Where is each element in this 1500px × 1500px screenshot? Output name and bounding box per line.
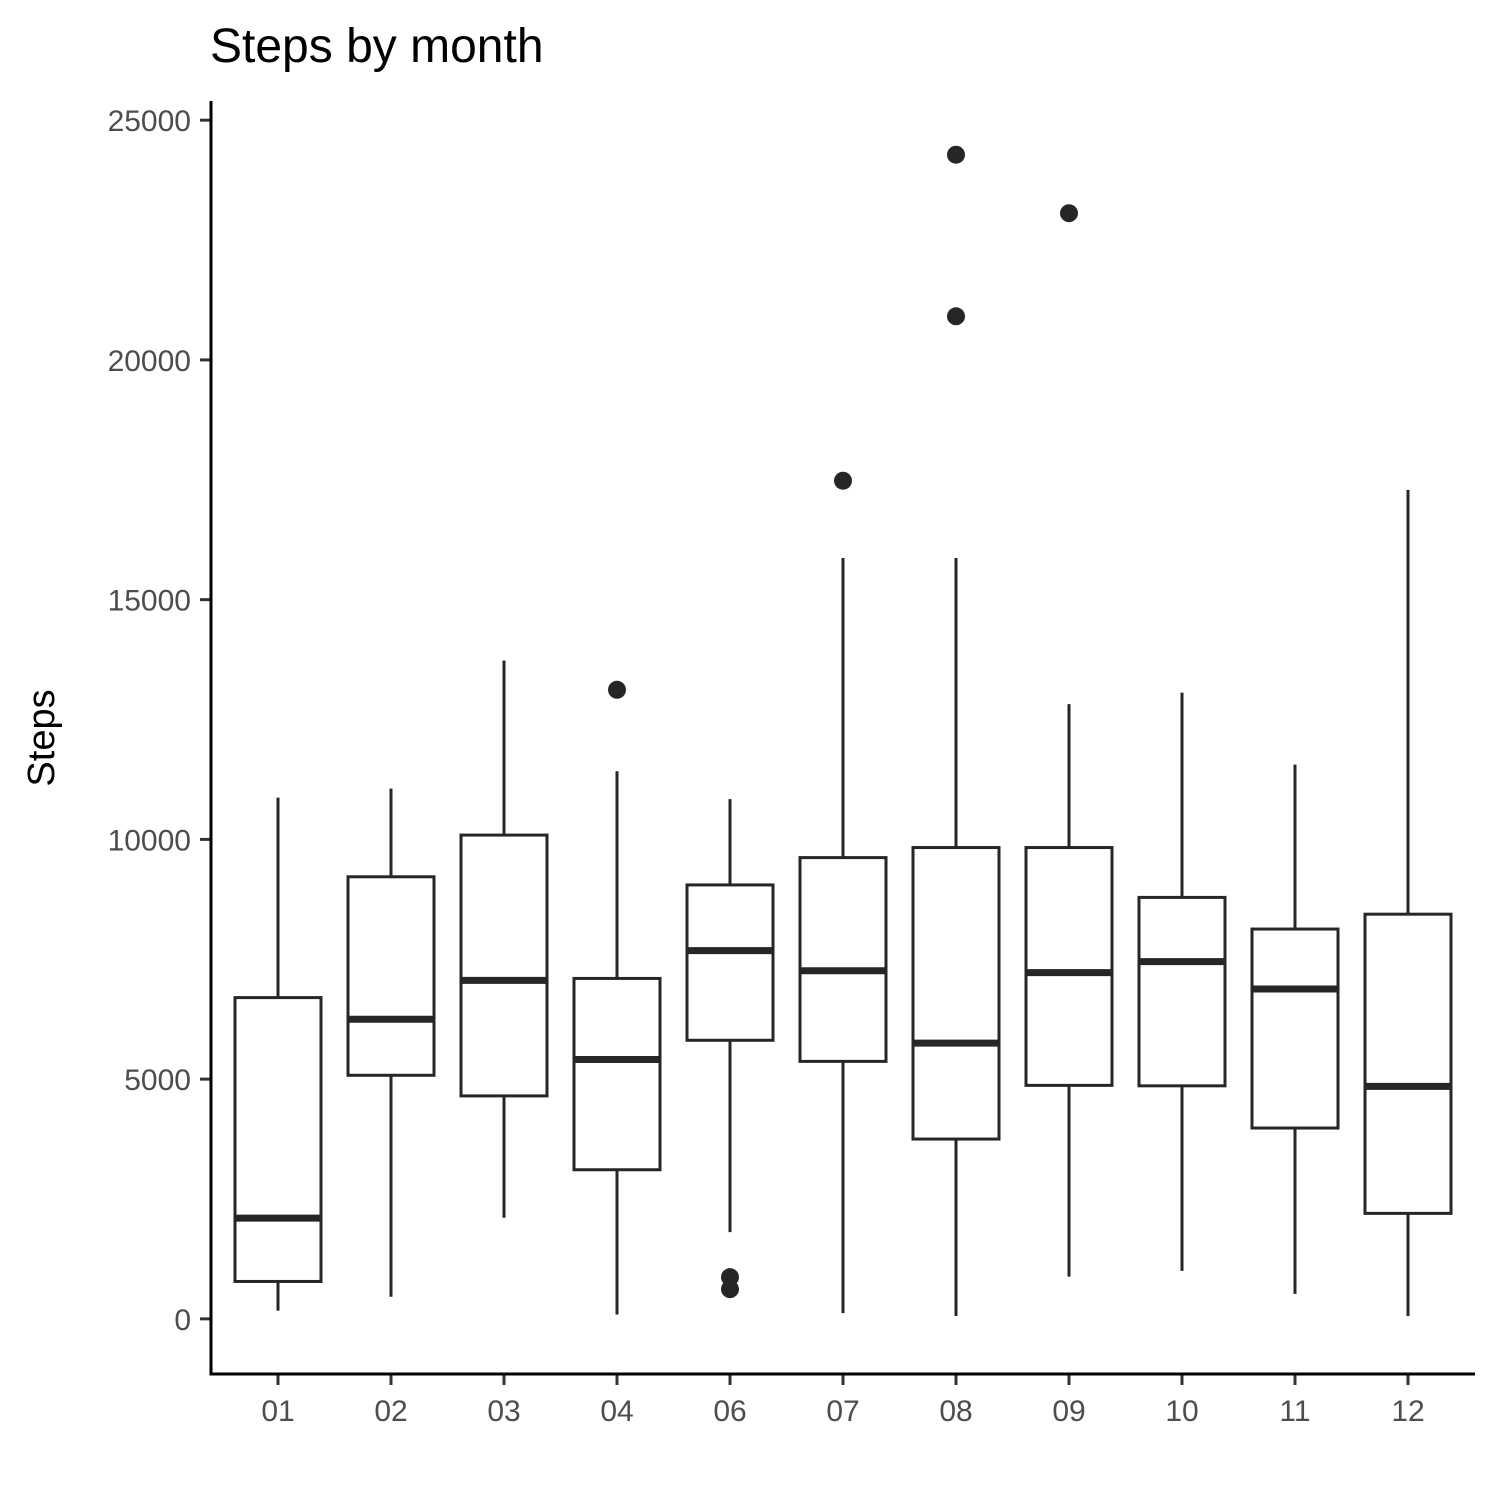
x-tick-label: 10 xyxy=(1165,1395,1198,1428)
iqr-box xyxy=(233,996,323,1283)
iqr-box xyxy=(1024,846,1114,1087)
box-09 xyxy=(1024,204,1114,1277)
y-tick-label: 10000 xyxy=(108,824,191,857)
iqr-box xyxy=(1137,895,1227,1088)
x-tick-label: 12 xyxy=(1391,1395,1424,1428)
box-series xyxy=(233,145,1453,1316)
box-01 xyxy=(233,797,323,1311)
x-tick-label: 09 xyxy=(1052,1395,1085,1428)
box-12 xyxy=(1363,489,1453,1316)
y-tick-label: 0 xyxy=(174,1304,191,1337)
y-tick-label: 25000 xyxy=(108,105,191,138)
iqr-box xyxy=(798,856,888,1063)
y-axis-ticks: 0 5000 10000 15000 20000 25000 xyxy=(108,105,211,1337)
iqr-box xyxy=(911,846,1001,1141)
box-02 xyxy=(346,788,436,1297)
outlier-point xyxy=(608,680,626,699)
iqr-box xyxy=(459,833,549,1098)
x-tick-label: 08 xyxy=(939,1395,972,1428)
x-tick-label: 02 xyxy=(374,1395,407,1428)
iqr-box xyxy=(1250,927,1340,1130)
x-tick-label: 07 xyxy=(826,1395,859,1428)
iqr-box xyxy=(346,875,436,1077)
x-tick-label: 03 xyxy=(487,1395,520,1428)
chart-title: Steps by month xyxy=(210,20,544,73)
box-03 xyxy=(459,660,549,1218)
y-tick-label: 20000 xyxy=(108,345,191,378)
box-04 xyxy=(572,680,662,1315)
box-06 xyxy=(685,799,775,1299)
iqr-box xyxy=(572,976,662,1172)
outlier-point xyxy=(947,307,965,326)
box-08 xyxy=(911,145,1001,1316)
x-tick-label: 04 xyxy=(600,1395,633,1428)
x-tick-label: 01 xyxy=(261,1395,294,1428)
iqr-box xyxy=(685,883,775,1042)
box-10 xyxy=(1137,692,1227,1271)
y-axis-label: Steps xyxy=(21,689,63,786)
x-tick-label: 11 xyxy=(1279,1395,1310,1428)
x-tick-label: 06 xyxy=(713,1395,746,1428)
y-tick-label: 15000 xyxy=(108,585,191,618)
outlier-point xyxy=(1060,204,1078,223)
box-07 xyxy=(798,471,888,1314)
iqr-box xyxy=(1363,912,1453,1215)
outlier-point xyxy=(721,1280,739,1299)
box-11 xyxy=(1250,764,1340,1294)
x-axis-ticks: 01 02 03 04 06 07 08 09 10 11 12 xyxy=(261,1374,1425,1428)
y-tick-label: 5000 xyxy=(124,1064,191,1097)
outlier-point xyxy=(947,145,965,164)
outlier-point xyxy=(834,471,852,490)
